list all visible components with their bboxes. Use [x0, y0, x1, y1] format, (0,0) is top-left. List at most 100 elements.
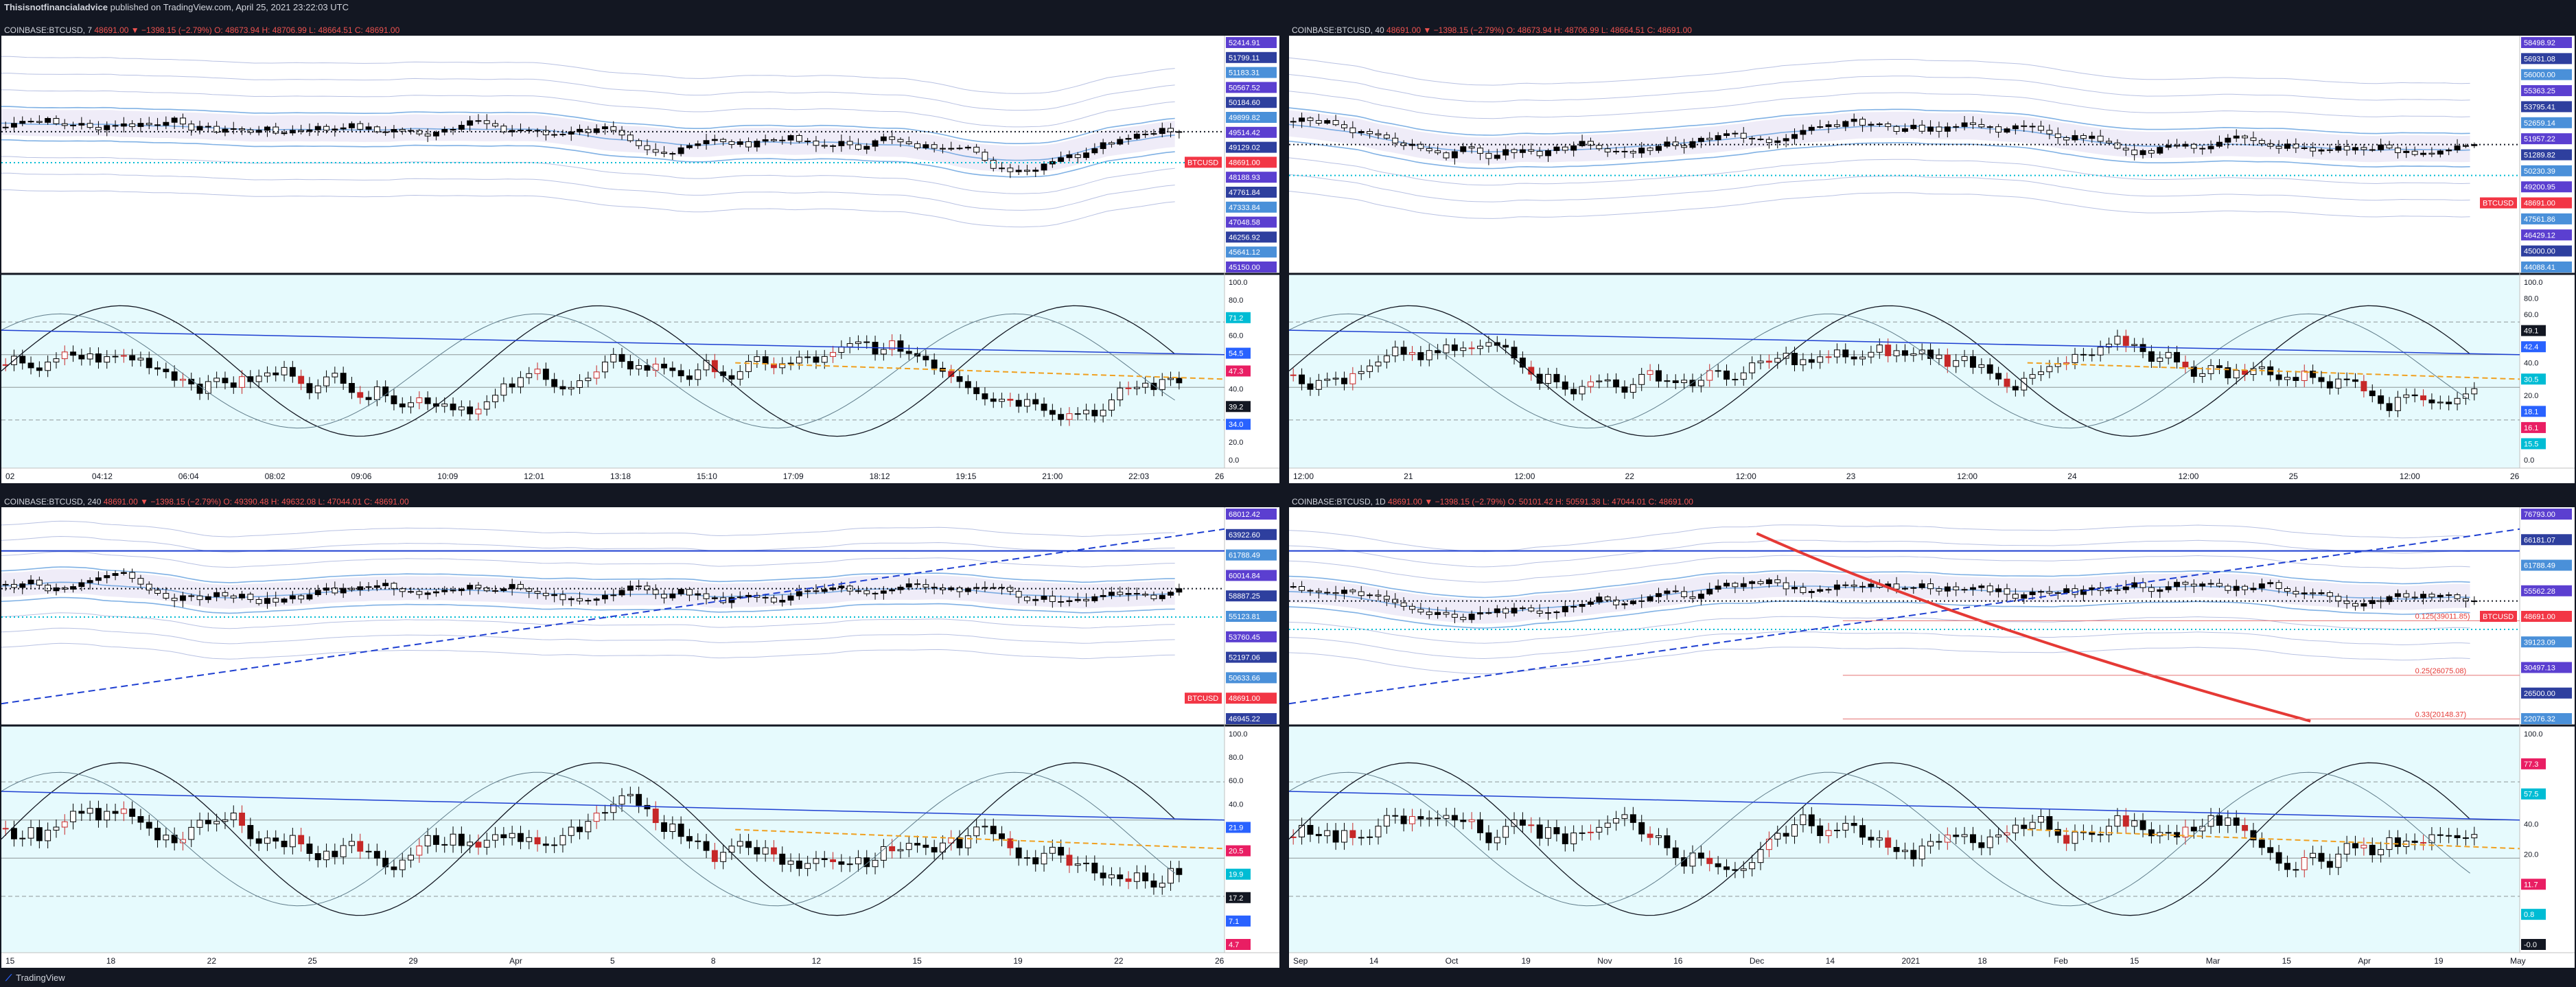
candle [1307, 588, 1314, 596]
candle [1587, 137, 1594, 150]
oscillator-candle [1774, 825, 1781, 847]
band-line [1289, 140, 2470, 170]
price-axis-label: 60014.84 [1226, 570, 1277, 581]
price-axis-label: 55562.28 [2521, 585, 2572, 596]
candle [2114, 583, 2121, 595]
candle [1732, 581, 1739, 594]
oscillator-candle [365, 844, 372, 859]
svg-text:47333.84: 47333.84 [1229, 204, 1260, 212]
oscillator-candle [1426, 810, 1432, 827]
oscillator-candle [450, 826, 456, 853]
candle [982, 149, 988, 163]
chart-panel-p3[interactable]: COINBASE:BTCUSD, 240 48691.00 ▼ −1398.15… [1, 497, 1279, 968]
symbol-label[interactable]: COINBASE:BTCUSD, 240 [4, 497, 104, 507]
candle [450, 126, 456, 135]
candle [230, 121, 237, 135]
candle [804, 138, 811, 146]
candle [1995, 584, 2002, 598]
time-axis-label: 15 [913, 956, 923, 966]
oscillator-candle [2004, 372, 2010, 393]
candle [2335, 140, 2342, 153]
oscillator-candle [1066, 847, 1073, 873]
time-axis-label: 29 [408, 956, 418, 966]
candle [1091, 143, 1098, 155]
oscillator-candle [441, 397, 448, 413]
symbol-label[interactable]: COINBASE:BTCUSD, 7 [4, 25, 95, 35]
candle [813, 584, 820, 594]
candle [2165, 139, 2172, 150]
svg-text:53795.41: 53795.41 [2524, 103, 2555, 111]
candle [357, 121, 364, 133]
candle [239, 590, 245, 601]
candle [2225, 134, 2231, 149]
candle [1570, 600, 1577, 613]
candle [70, 121, 76, 130]
candle [129, 120, 136, 131]
oscillator-axis-label: 18.1 [2521, 406, 2546, 417]
candle [821, 139, 828, 149]
author-name[interactable]: Thisisnotfinancialadvice [4, 2, 108, 12]
tradingview-logo[interactable]: ⟋ TradingView [5, 973, 69, 984]
candle [973, 143, 980, 154]
candle [467, 582, 474, 595]
candle [1024, 165, 1030, 176]
oscillator-axis-label: 19.9 [1226, 868, 1251, 880]
oscillator-candle [1383, 808, 1390, 834]
oscillator-candle [213, 371, 220, 388]
symbol-label[interactable]: COINBASE:BTCUSD, 40 [1292, 25, 1387, 35]
band-line [1289, 539, 2470, 568]
svg-text:100.0: 100.0 [1229, 730, 1248, 739]
oscillator-candle [2199, 818, 2206, 839]
candle [2148, 148, 2155, 158]
candle [695, 590, 701, 601]
time-axis-label: May [2510, 956, 2526, 966]
oscillator-candle [1007, 393, 1014, 407]
price-axis-label: 44088.41 [2521, 262, 2572, 272]
candle [1817, 585, 1824, 594]
time-axis-label: 02 [5, 472, 15, 481]
oscillator-candle [1536, 367, 1543, 391]
chart-panel-p2[interactable]: COINBASE:BTCUSD, 40 48691.00 ▼ −1398.15 … [1289, 25, 2575, 483]
oscillator-candle [669, 361, 676, 378]
chart-canvas[interactable]: 58498.92 56931.08 56000.00 55363.25 53795.41… [1289, 36, 2575, 483]
candle [205, 594, 211, 603]
chart-canvas[interactable]: 68012.42 63922.60 61788.49 60014.84 58887.25… [1, 507, 1279, 968]
candle [1765, 136, 1772, 149]
candle [2394, 146, 2401, 159]
candle [1349, 588, 1356, 594]
oscillator-candle [1400, 808, 1407, 832]
chart-panel-p1[interactable]: COINBASE:BTCUSD, 7 48691.00 ▼ −1398.15 (… [1, 25, 1279, 483]
oscillator-candle [644, 359, 651, 377]
candle [180, 113, 186, 129]
chart-canvas[interactable]: 52414.91 51799.11 51183.31 50567.52 50184.60… [1, 36, 1279, 483]
oscillator-candle [1307, 817, 1314, 842]
candle [1817, 119, 1824, 129]
candle [239, 126, 245, 135]
oscillator-candle [1800, 806, 1807, 833]
footer-brand: TradingView [16, 973, 65, 983]
oscillator-candle [636, 787, 642, 813]
candle [2004, 583, 2010, 601]
oscillator-candle [239, 805, 245, 833]
time-axis-label: Dec [1750, 956, 1764, 966]
candle [1168, 590, 1174, 599]
time-axis-label: Apr [509, 956, 522, 966]
candle [661, 590, 667, 604]
time-axis-label: 16 [1673, 956, 1683, 966]
oscillator-candle [1159, 373, 1165, 397]
chart-panel-p4[interactable]: COINBASE:BTCUSD, 1D 48691.00 ▼ −1398.15 … [1289, 497, 2575, 968]
band-line [1, 596, 1175, 614]
candle [2250, 131, 2257, 146]
oscillator-candle [534, 362, 541, 380]
candle [889, 130, 896, 144]
candle [78, 579, 85, 592]
time-axis-label: Feb [2054, 956, 2068, 966]
price-axis-label: 49200.95 [2521, 181, 2572, 193]
chart-canvas[interactable]: 0.125(39011.85) 0.25(26075.08) 0.33(20148.… [1289, 507, 2575, 968]
candle [1961, 587, 1968, 594]
oscillator-candle [1995, 367, 2002, 386]
oscillator-candle [703, 833, 710, 859]
oscillator-candle [1400, 340, 1407, 361]
candle [492, 119, 498, 128]
symbol-label[interactable]: COINBASE:BTCUSD, 1D [1292, 497, 1389, 507]
